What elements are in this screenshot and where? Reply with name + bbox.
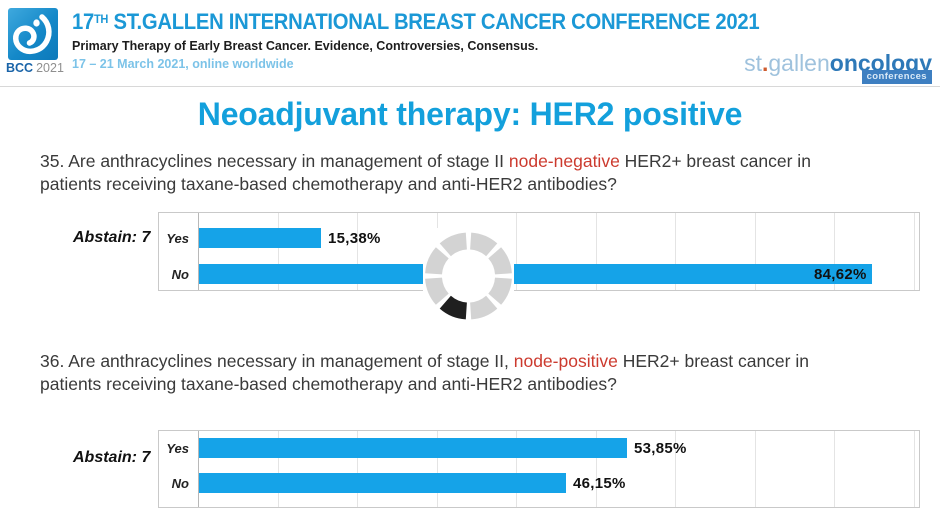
bcc-year: 2021 — [36, 61, 64, 75]
poll-chart-q36: Yes 53,85% No 46,15% — [158, 430, 920, 508]
chart-gridline — [277, 431, 279, 507]
chart-gridline — [277, 213, 279, 290]
chart-axis — [198, 213, 199, 290]
chart-gridline — [913, 213, 915, 290]
spinner-segment — [439, 232, 467, 257]
chart-gridline — [754, 431, 756, 507]
category-label-no: No — [171, 476, 189, 491]
chart-gridline — [754, 213, 756, 290]
question-36: 36. Are anthracyclines necessary in mana… — [40, 350, 845, 396]
chart-gridline — [357, 431, 358, 507]
brand-gallen: gallen — [768, 50, 830, 76]
bar-yes — [199, 228, 321, 248]
spinner-segment — [439, 295, 467, 320]
value-label-no: 84,62% — [814, 266, 867, 283]
conference-title-number: 17 — [72, 9, 94, 34]
value-label-yes: 53,85% — [634, 440, 687, 457]
bcc-logo — [8, 8, 58, 60]
question-35-number: 35. — [40, 151, 65, 171]
spinner-segment — [488, 277, 512, 305]
question-36-text: Are anthracyclines necessary in manageme… — [64, 351, 514, 371]
chart-axis — [198, 431, 199, 507]
spinner-segment — [425, 247, 449, 275]
question-36-highlight: node-positive — [513, 351, 618, 371]
brand-conferences-badge: conferences — [861, 70, 932, 84]
category-label-yes: Yes — [166, 231, 189, 246]
category-label-yes: Yes — [166, 441, 189, 456]
question-35: 35. Are anthracyclines necessary in mana… — [40, 150, 845, 196]
poll-chart-q35: Yes 15,38% No 84,62% — [158, 212, 920, 291]
brand-dot: . — [761, 50, 769, 76]
brand-st: st — [744, 50, 762, 76]
bar-yes — [199, 438, 627, 458]
conference-title-ordinal: TH — [93, 12, 109, 26]
value-label-yes: 15,38% — [328, 230, 381, 247]
abstain-count-q35: Abstain: 7 — [73, 229, 151, 246]
question-36-text-cont: HER2+ breast cancer in patients receivin… — [40, 351, 809, 394]
spinner-segment — [425, 277, 449, 305]
question-36-number: 36. — [40, 351, 65, 371]
breast-drop-icon — [13, 14, 52, 55]
category-label-no: No — [171, 267, 189, 282]
conference-header: 17TH ST.GALLEN INTERNATIONAL BREAST CANC… — [72, 9, 819, 71]
chart-gridline — [357, 213, 358, 290]
abstain-count-q36: Abstain: 7 — [73, 449, 151, 466]
page-title: Neoadjuvant therapy: HER2 positive — [197, 96, 743, 132]
conference-dates: 17 – 21 March 2021, online worldwide — [72, 57, 294, 71]
stgallen-oncology-logo: st.gallenoncology — [744, 50, 932, 77]
value-label-no: 46,15% — [573, 475, 626, 492]
question-35-text: Are anthracyclines necessary in manageme… — [64, 151, 509, 171]
spinner-segment — [470, 232, 498, 257]
chart-gridline — [595, 213, 597, 290]
question-35-text-cont: HER2+ breast cancer in patients receivin… — [40, 151, 811, 194]
spinner-segment — [488, 247, 512, 275]
chart-gridline — [834, 213, 835, 290]
chart-gridline — [675, 431, 676, 507]
header-divider — [0, 86, 940, 87]
spinner-segment — [470, 295, 498, 320]
loading-spinner — [420, 226, 517, 326]
chart-gridline — [516, 213, 517, 290]
bcc-acronym: BCC — [6, 61, 34, 75]
bcc-logo-caption: BCC 2021 — [6, 61, 70, 75]
bar-no — [199, 473, 566, 493]
chart-gridline — [913, 431, 915, 507]
chart-gridline — [834, 431, 835, 507]
chart-gridline — [675, 213, 676, 290]
conference-title-text: ST.GALLEN INTERNATIONAL BREAST CANCER CO… — [108, 9, 760, 34]
chart-gridline — [436, 431, 438, 507]
loading-spinner-icon — [423, 228, 514, 324]
question-35-highlight: node-negative — [508, 151, 620, 171]
bar-no — [199, 264, 872, 284]
conference-subtitle: Primary Therapy of Early Breast Cancer. … — [72, 39, 539, 53]
chart-gridline — [595, 431, 597, 507]
chart-gridline — [516, 431, 517, 507]
conference-title: 17TH ST.GALLEN INTERNATIONAL BREAST CANC… — [72, 9, 760, 35]
